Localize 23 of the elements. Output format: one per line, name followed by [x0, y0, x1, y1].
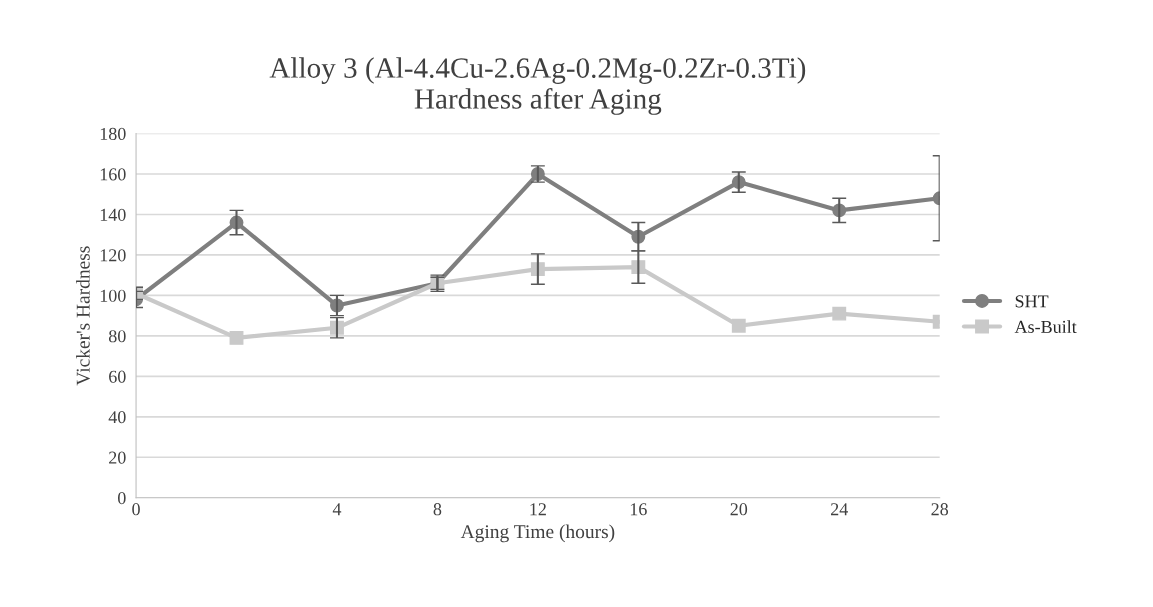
legend-label: SHT — [1015, 295, 1049, 308]
x-axis-title: Aging Time (hours) — [460, 524, 615, 543]
y-tick-label: 180 — [100, 127, 126, 140]
x-tick-label: 20 — [730, 503, 748, 516]
x-tick-label: 8 — [433, 503, 442, 516]
x-tick-label: 4 — [332, 503, 342, 516]
x-tick-label: 24 — [831, 503, 848, 516]
y-tick-label: 120 — [100, 249, 126, 262]
y-tick-label: 20 — [109, 451, 126, 464]
x-tick-label: 0 — [132, 503, 140, 516]
y-tick-label: 0 — [117, 492, 126, 505]
y-tick-label: 100 — [100, 289, 126, 302]
legend-label: As-Built — [1014, 320, 1077, 333]
x-tick-label: 28 — [931, 503, 949, 516]
x-tick-label: 12 — [530, 503, 546, 516]
y-tick-label: 140 — [100, 208, 126, 221]
x-tick-label: 16 — [630, 503, 647, 516]
y-tick-label: 60 — [109, 370, 126, 383]
y-tick-label: 40 — [108, 411, 126, 424]
y-tick-label: 80 — [108, 330, 126, 343]
y-axis-title: Vicker's Hardness — [76, 246, 90, 386]
y-tick-label: 160 — [100, 168, 126, 181]
chart-title: Alloy 3 (Al-4.4Cu-2.6Ag-0.2Mg-0.2Zr-0.3Ti) Hardness after Aging — [269, 57, 806, 115]
